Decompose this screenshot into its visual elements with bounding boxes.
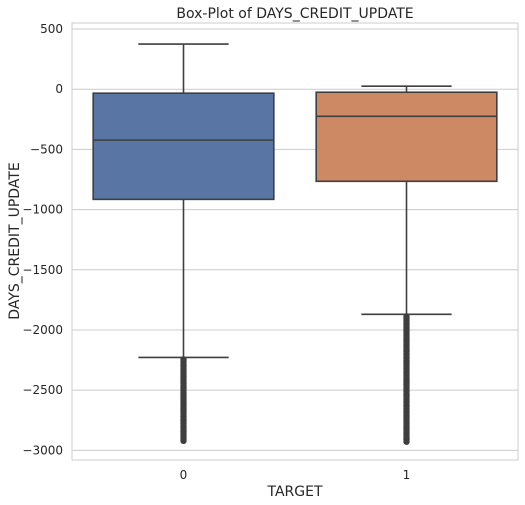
boxes bbox=[92, 43, 498, 445]
y-tick-label: −2500 bbox=[22, 383, 63, 397]
y-tick-label: −1500 bbox=[22, 263, 63, 277]
y-tick-label: −500 bbox=[30, 142, 63, 156]
chart-title: Box-Plot of DAYS_CREDIT_UPDATE bbox=[176, 6, 413, 22]
y-tick-label: −3000 bbox=[22, 443, 63, 457]
box-group-1 bbox=[315, 85, 498, 445]
y-tick-label: 500 bbox=[40, 22, 63, 36]
outlier-point bbox=[180, 437, 187, 445]
x-tick-label: 0 bbox=[180, 468, 188, 482]
box-group-0 bbox=[92, 43, 275, 445]
outlier-point bbox=[403, 438, 410, 445]
plot-frame bbox=[71, 22, 519, 461]
x-axis-label: TARGET bbox=[266, 484, 322, 500]
y-tick-labels: 500 0 −500 −1000 −1500 −2000 −2500 −3000 bbox=[22, 22, 63, 457]
y-tick-label: −2000 bbox=[22, 323, 63, 337]
iqr-box bbox=[315, 91, 498, 183]
iqr-box bbox=[92, 92, 275, 201]
y-tick-label: 0 bbox=[55, 82, 63, 96]
x-tick-label: 1 bbox=[403, 468, 411, 482]
y-tick-label: −1000 bbox=[22, 203, 63, 217]
y-axis-label: DAYS_CREDIT_UPDATE bbox=[7, 162, 23, 319]
